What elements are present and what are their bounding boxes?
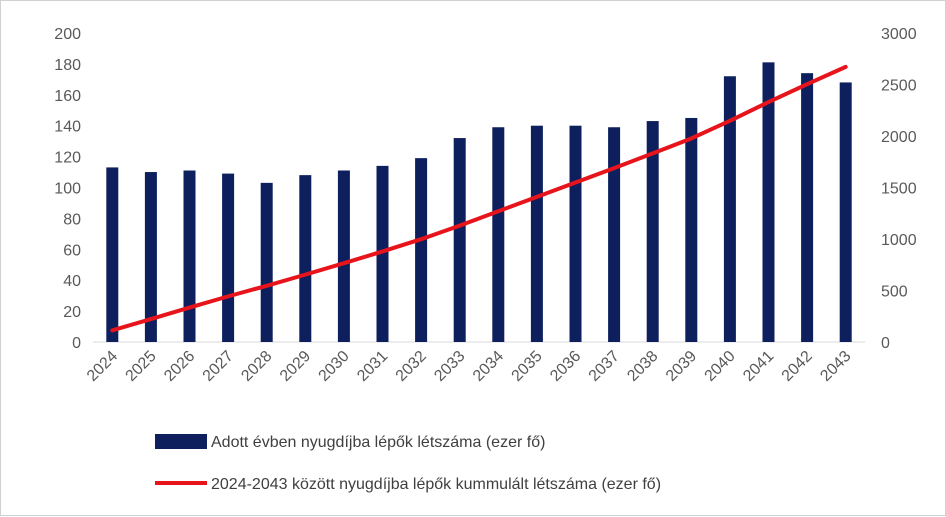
x-tick-label: 2039: [663, 348, 700, 385]
line-series: [110, 64, 848, 333]
right-axis-ticks: 0 500 1000 1500 2000 2500 3000: [881, 26, 917, 352]
bar: [337, 170, 350, 342]
left-tick-label: 200: [54, 26, 81, 43]
bar-series: [106, 62, 852, 343]
left-tick-label: 140: [54, 119, 81, 136]
x-tick-label: 2024: [84, 348, 121, 385]
legend-bar-label: Adott évben nyugdíjba lépők létszáma (ez…: [211, 434, 545, 451]
x-tick-label: 2036: [547, 348, 584, 385]
left-tick-label: 80: [63, 211, 81, 228]
x-tick-label: 2026: [161, 348, 198, 385]
x-tick-label: 2037: [586, 348, 623, 385]
cumulative-line: [110, 64, 848, 333]
x-tick-label: 2033: [431, 348, 468, 385]
legend-line-label: 2024-2043 között nyugdíjba lépők kummulá…: [211, 476, 661, 493]
right-tick-label: 2000: [881, 129, 917, 146]
left-tick-label: 0: [72, 335, 81, 352]
bar: [569, 125, 582, 342]
x-tick-label: 2040: [702, 348, 739, 385]
bar: [376, 165, 389, 342]
right-tick-label: 1500: [881, 181, 917, 198]
bar: [762, 62, 775, 342]
x-tick-label: 2042: [779, 348, 816, 385]
bar: [299, 175, 312, 342]
right-tick-label: 500: [881, 284, 908, 301]
x-axis-ticks: 2024 2025 2026 2027 2028 2029 2030 2031 2032 2033…: [84, 348, 855, 385]
left-tick-label: 120: [54, 150, 81, 167]
right-tick-label: 3000: [881, 26, 917, 43]
legend: Adott évben nyugdíjba lépők létszáma (ez…: [155, 434, 661, 493]
bar: [608, 127, 621, 343]
left-tick-label: 100: [54, 181, 81, 198]
left-tick-label: 180: [54, 57, 81, 74]
x-tick-label: 2032: [393, 348, 430, 385]
left-tick-label: 20: [63, 304, 81, 321]
x-tick-label: 2034: [470, 348, 507, 385]
x-tick-label: 2031: [354, 348, 391, 385]
right-tick-label: 0: [881, 335, 890, 352]
bar: [801, 73, 814, 343]
x-tick-label: 2029: [277, 348, 314, 385]
bar: [260, 182, 273, 342]
x-tick-label: 2038: [624, 348, 661, 385]
x-tick-label: 2028: [238, 348, 275, 385]
left-tick-label: 160: [54, 88, 81, 105]
x-tick-label: 2027: [200, 348, 237, 385]
bar: [646, 121, 659, 342]
x-tick-label: 2043: [817, 348, 854, 385]
bar: [106, 167, 119, 342]
x-tick-label: 2041: [740, 348, 777, 385]
bar: [222, 173, 235, 342]
bar: [723, 76, 736, 342]
right-tick-label: 2500: [881, 78, 917, 95]
bar: [415, 158, 428, 342]
left-tick-label: 60: [63, 242, 81, 259]
bar: [530, 125, 543, 342]
legend-bar-swatch: [155, 434, 207, 449]
bar: [492, 127, 505, 343]
bar: [453, 138, 466, 342]
bar: [183, 170, 196, 342]
x-tick-label: 2030: [316, 348, 353, 385]
left-axis-ticks: 0 20 40 60 80 100 120 140 160 180 200: [54, 26, 81, 352]
x-tick-label: 2035: [509, 348, 546, 385]
right-tick-label: 1000: [881, 232, 917, 249]
bar: [839, 82, 852, 342]
bar: [144, 172, 157, 342]
left-tick-label: 40: [63, 273, 81, 290]
bar: [685, 117, 698, 342]
x-tick-label: 2025: [123, 348, 160, 385]
